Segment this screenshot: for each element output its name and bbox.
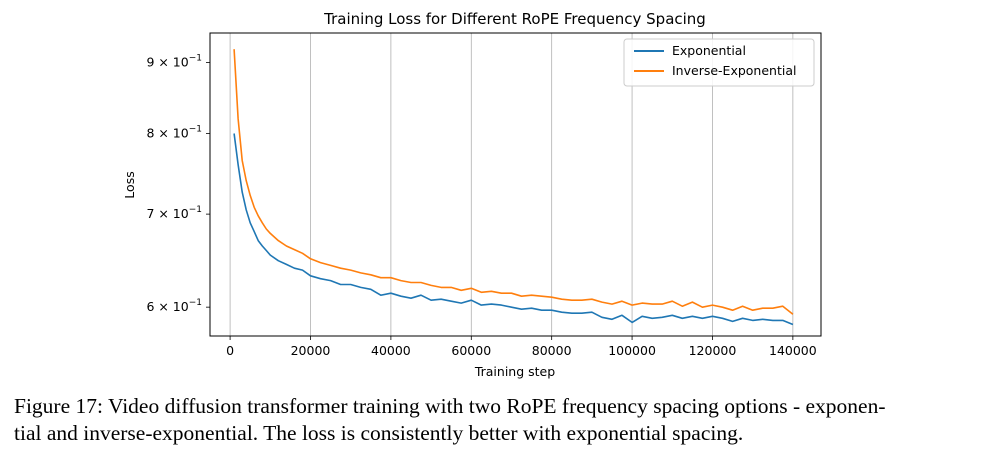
x-tick-label: 20000	[291, 343, 331, 358]
plot-frame	[209, 32, 822, 337]
legend: Exponential Inverse-Exponential	[623, 38, 815, 87]
x-tick-label: 60000	[451, 343, 491, 358]
x-tick-label: 140000	[769, 343, 817, 358]
figure-caption: Figure 17: Video diffusion transformer t…	[14, 393, 1004, 447]
y-tick-label: 9 × 10−1	[146, 53, 202, 69]
y-axis-label: Loss	[122, 171, 137, 198]
x-tick-label: 100000	[608, 343, 656, 358]
x-axis-label: Training step	[474, 364, 555, 379]
legend-label-exponential: Exponential	[672, 43, 746, 58]
chart-title: Training Loss for Different RoPE Frequen…	[323, 10, 706, 28]
x-tick-label: 120000	[689, 343, 737, 358]
legend-label-inverse-exponential: Inverse-Exponential	[672, 63, 796, 78]
loss-chart: Training Loss for Different RoPE Frequen…	[122, 10, 822, 379]
y-tick-label: 6 × 10−1	[146, 298, 202, 314]
y-axis: 6 × 10−1 7 × 10−1 8 × 10−1 9 × 10−1	[146, 53, 210, 314]
legend-box	[623, 38, 815, 87]
x-tick-label: 40000	[371, 343, 411, 358]
caption-line-1: Figure 17: Video diffusion transformer t…	[14, 394, 886, 418]
x-tick-label: 80000	[532, 343, 572, 358]
series-line-inverse-exponential	[233, 49, 794, 315]
x-axis: 0 20000 40000 60000 80000 100000 120000 140000	[226, 336, 817, 358]
y-tick-label: 7 × 10−1	[146, 205, 202, 221]
y-tick-label: 8 × 10−1	[146, 125, 202, 141]
series-line-exponential	[233, 133, 794, 326]
x-tick-label: 0	[226, 343, 234, 358]
caption-line-2: tial and inverse-exponential. The loss i…	[14, 421, 744, 445]
series-group	[233, 49, 794, 326]
